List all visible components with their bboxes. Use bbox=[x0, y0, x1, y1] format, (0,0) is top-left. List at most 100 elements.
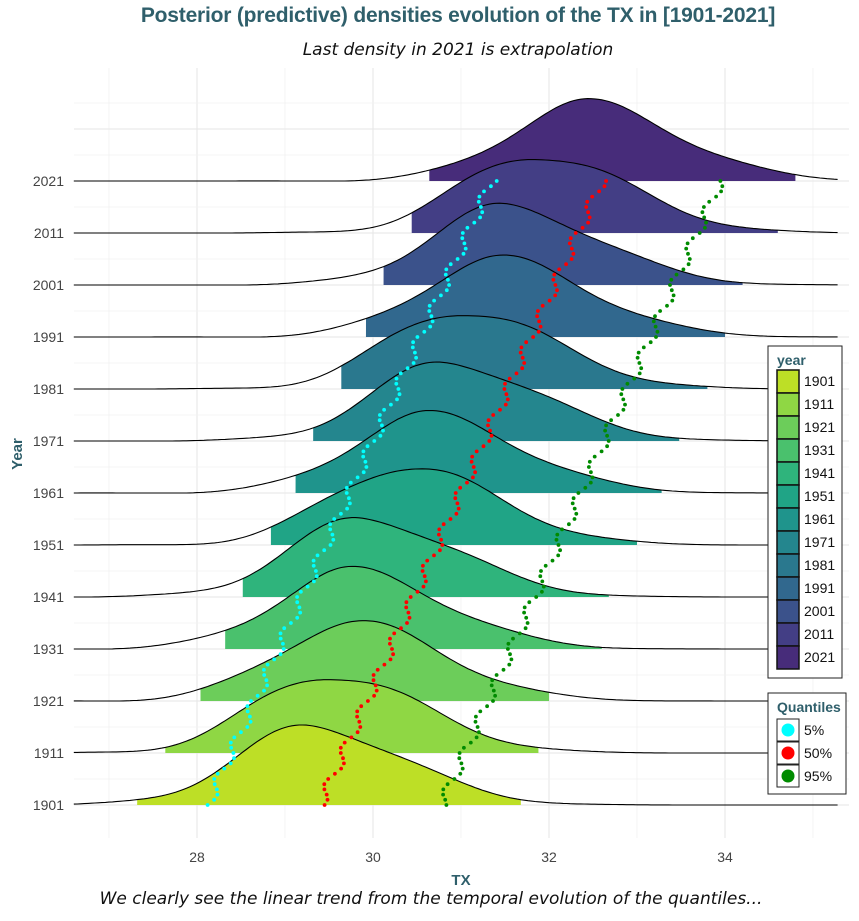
quantile-point-95% bbox=[690, 236, 695, 241]
quantile-point-50% bbox=[568, 236, 573, 241]
x-tick-label: 32 bbox=[541, 849, 557, 865]
quantile-point-50% bbox=[488, 428, 492, 433]
quantile-point-50% bbox=[473, 470, 477, 475]
quantile-point-50% bbox=[372, 693, 376, 698]
quantile-point-50% bbox=[399, 626, 403, 631]
quantile-point-50% bbox=[438, 548, 442, 553]
y-tick-label: 1961 bbox=[33, 485, 64, 501]
quantile-point-5% bbox=[232, 756, 236, 761]
quantile-point-95% bbox=[508, 652, 512, 657]
quantile-point-50% bbox=[465, 480, 469, 485]
quantile-point-95% bbox=[636, 350, 641, 355]
quantile-point-5% bbox=[411, 361, 416, 365]
year-legend-swatch bbox=[776, 392, 800, 417]
density-fill-2021 bbox=[429, 98, 796, 181]
quantile-point-50% bbox=[421, 584, 426, 589]
year-legend-label: 1921 bbox=[804, 419, 835, 435]
quantile-point-95% bbox=[639, 366, 644, 371]
quantile-point-50% bbox=[338, 745, 343, 750]
quantile-point-5% bbox=[265, 683, 269, 688]
quantile-point-95% bbox=[653, 324, 658, 329]
year-legend-label: 1931 bbox=[804, 442, 835, 458]
quantile-point-50% bbox=[349, 735, 354, 740]
quantile-point-5% bbox=[430, 319, 435, 324]
quantile-point-50% bbox=[338, 751, 343, 755]
quantile-point-5% bbox=[397, 392, 402, 397]
quantile-point-50% bbox=[339, 766, 343, 771]
quantile-point-50% bbox=[388, 641, 392, 646]
y-tick-label: 1921 bbox=[33, 693, 64, 709]
quantile-point-50% bbox=[471, 465, 476, 469]
quantile-point-50% bbox=[514, 371, 519, 376]
quantile-point-95% bbox=[458, 771, 463, 776]
quantile-point-50% bbox=[439, 537, 443, 542]
quantile-point-95% bbox=[555, 532, 560, 537]
quantile-point-95% bbox=[525, 621, 530, 625]
quantile-point-5% bbox=[229, 745, 234, 750]
quantile-point-5% bbox=[295, 615, 300, 620]
quantile-point-5% bbox=[248, 714, 252, 719]
quantile-point-95% bbox=[587, 459, 592, 464]
quantile-point-5% bbox=[205, 803, 210, 807]
x-tick-label: 30 bbox=[365, 849, 381, 865]
quantile-point-50% bbox=[487, 439, 492, 443]
quantile-point-5% bbox=[222, 766, 227, 771]
quantile-point-5% bbox=[432, 298, 436, 303]
quantile-point-5% bbox=[232, 735, 237, 740]
quantile-point-95% bbox=[541, 584, 546, 589]
quantile-point-50% bbox=[587, 215, 592, 220]
density-outline-2011 bbox=[73, 159, 838, 234]
quantile-point-50% bbox=[322, 782, 327, 787]
quantile-point-5% bbox=[411, 340, 415, 345]
quantile-point-50% bbox=[503, 381, 507, 386]
quantile-point-95% bbox=[648, 340, 653, 345]
quantile-point-50% bbox=[392, 631, 397, 636]
quantile-point-5% bbox=[447, 283, 451, 287]
quantile-point-95% bbox=[538, 574, 543, 579]
quantile-point-95% bbox=[655, 329, 660, 334]
quantile-point-95% bbox=[523, 626, 528, 631]
quantile-point-5% bbox=[365, 444, 370, 449]
quantile-point-5% bbox=[278, 652, 283, 657]
quantile-point-5% bbox=[314, 569, 318, 573]
quantile-point-95% bbox=[506, 641, 511, 646]
quantile-point-5% bbox=[212, 797, 217, 802]
quantile-point-50% bbox=[524, 340, 529, 345]
quantile-point-95% bbox=[658, 309, 662, 313]
year-legend-swatch bbox=[776, 599, 800, 624]
quantile-point-50% bbox=[481, 444, 486, 449]
quantile-point-50% bbox=[437, 527, 442, 532]
quantile-point-5% bbox=[361, 454, 366, 459]
quantile-point-5% bbox=[460, 231, 465, 235]
year-legend-label: 2001 bbox=[804, 603, 835, 619]
quantile-point-5% bbox=[248, 719, 253, 724]
quantile-point-5% bbox=[228, 740, 233, 745]
quantile-point-95% bbox=[700, 210, 705, 215]
quantile-point-50% bbox=[569, 257, 574, 261]
y-tick-label: 1981 bbox=[33, 381, 64, 397]
x-tick-label: 34 bbox=[717, 849, 733, 865]
quantile-point-95% bbox=[670, 298, 675, 303]
quantile-point-50% bbox=[342, 740, 347, 745]
quantile-point-5% bbox=[405, 366, 410, 371]
x-tick-label: 28 bbox=[189, 849, 205, 865]
quantile-point-5% bbox=[305, 584, 310, 589]
year-legend-label: 1991 bbox=[804, 580, 835, 596]
quantile-point-50% bbox=[557, 267, 562, 272]
quantile-point-95% bbox=[702, 215, 707, 220]
density-outline-1961 bbox=[73, 409, 838, 494]
quantile-point-95% bbox=[560, 527, 564, 532]
density-outline-1951 bbox=[73, 468, 838, 546]
quantile-point-50% bbox=[553, 293, 558, 298]
quantile-point-95% bbox=[714, 194, 718, 199]
year-legend-label: 2021 bbox=[804, 649, 835, 665]
density-outline-1931 bbox=[73, 565, 838, 650]
quantile-point-5% bbox=[394, 376, 399, 381]
quantile-point-50% bbox=[342, 761, 346, 766]
quantile-point-95% bbox=[641, 345, 646, 350]
quantile-point-5% bbox=[439, 293, 443, 298]
quantile-point-50% bbox=[489, 433, 494, 438]
quantile-point-5% bbox=[389, 402, 393, 407]
quantile-point-95% bbox=[697, 231, 702, 235]
quantile-point-5% bbox=[212, 777, 217, 781]
